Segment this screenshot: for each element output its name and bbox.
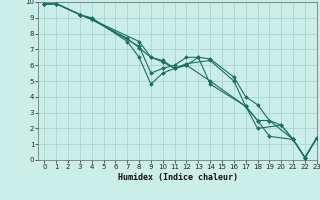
X-axis label: Humidex (Indice chaleur): Humidex (Indice chaleur) <box>118 173 238 182</box>
